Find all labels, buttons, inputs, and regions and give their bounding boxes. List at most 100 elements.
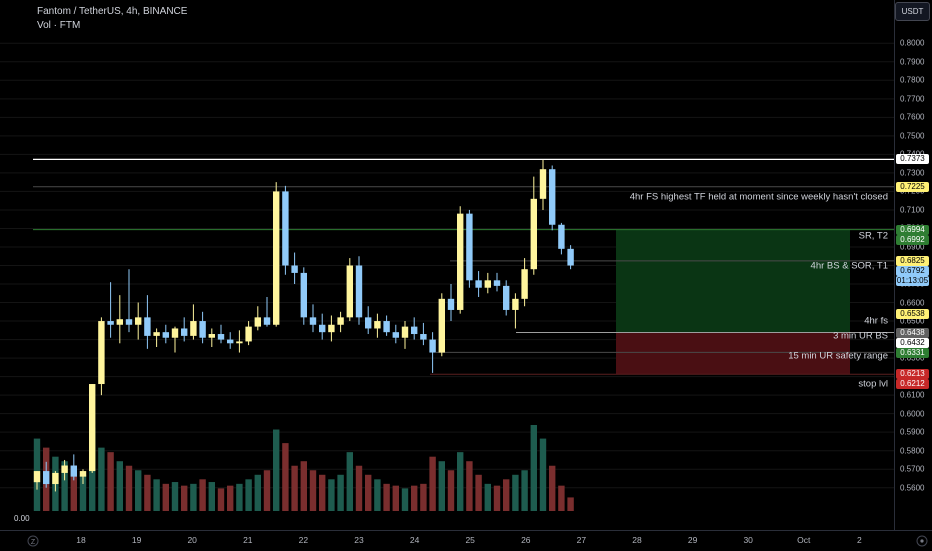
candle-body	[263, 317, 271, 325]
time-label: 29	[687, 535, 698, 545]
price-scale[interactable]: 0.80000.79000.78000.77000.76000.75000.74…	[894, 0, 932, 530]
volume-bar	[337, 474, 344, 511]
countdown-tag: 01:13:05	[896, 275, 929, 286]
volume-bar	[457, 452, 464, 511]
volume-bar	[567, 497, 574, 511]
candle-body	[217, 334, 225, 340]
volume-bar	[282, 443, 289, 511]
settings-icon[interactable]: Z	[27, 535, 39, 547]
settings-icon[interactable]	[916, 535, 928, 547]
candle-body	[107, 321, 114, 325]
price-tag: 0.6331	[896, 347, 929, 358]
candle-body	[181, 328, 188, 336]
time-label: 20	[187, 535, 197, 545]
candle-body	[411, 326, 418, 335]
price-tick-label: 0.7300	[900, 168, 925, 178]
price-tag: 0.6992	[896, 234, 929, 245]
time-label: 23	[354, 535, 364, 545]
candle-body	[227, 339, 234, 344]
price-tick-label: 0.7500	[900, 131, 925, 141]
volume-bar	[374, 479, 381, 511]
time-label: 27	[576, 535, 587, 545]
candle-body	[61, 465, 68, 473]
chart-area[interactable]: Fantom / TetherUS, 4h, BINANCE Vol · FTM…	[0, 0, 894, 530]
volume-bar	[521, 470, 528, 511]
candle-body	[98, 321, 105, 385]
candle-body	[328, 324, 335, 333]
candle-body	[429, 339, 436, 353]
candle-body	[447, 298, 455, 310]
chart-canvas[interactable]	[0, 0, 894, 530]
price-tick-label: 0.6100	[900, 390, 925, 400]
price-tick-label: 0.5800	[900, 446, 925, 456]
volume-bar	[190, 483, 197, 511]
volume-bar	[153, 479, 160, 511]
volume-bar	[227, 485, 234, 511]
volume-bar	[512, 474, 519, 511]
volume-bar	[144, 474, 151, 511]
volume-bar	[539, 438, 547, 511]
annotation-label: 15 min UR safety range	[788, 350, 888, 362]
price-tick-label: 0.6000	[900, 409, 925, 419]
candle-body	[493, 280, 501, 286]
volume-bar	[493, 485, 501, 511]
candle-body	[355, 265, 363, 318]
symbol-legend[interactable]: Fantom / TetherUS, 4h, BINANCE	[37, 6, 188, 17]
volume-bar	[503, 479, 510, 511]
candle-body	[475, 280, 482, 288]
price-tag: 0.6438	[896, 327, 929, 338]
candle-body	[549, 169, 556, 225]
candle-body	[116, 319, 123, 325]
volume-bar	[254, 474, 261, 511]
price-tag: 0.6538	[896, 309, 929, 320]
time-label: 24	[409, 535, 420, 545]
candle-body	[43, 471, 50, 485]
candle-body	[70, 465, 77, 477]
candle-body	[309, 317, 317, 325]
candle-body	[153, 332, 160, 336]
price-tick-label: 0.5700	[900, 464, 925, 474]
volume-bar	[135, 470, 142, 511]
candle-body	[282, 191, 289, 266]
price-tick-label: 0.5900	[900, 427, 925, 437]
volume-bar	[383, 483, 390, 511]
candle-body	[420, 334, 427, 340]
candle-body	[190, 321, 197, 336]
candle-body	[539, 169, 547, 199]
time-label: 2	[857, 535, 862, 545]
candle-body	[144, 317, 151, 336]
volume-bar	[420, 483, 427, 511]
annotation-label: 4hr FS highest TF held at moment since w…	[629, 191, 888, 203]
candle-body	[558, 224, 565, 249]
volume-bar	[125, 465, 133, 511]
volume-bar	[236, 483, 243, 511]
price-tag: 0.6432	[896, 337, 929, 348]
price-tag: 0.6212	[896, 379, 929, 390]
candle-body	[79, 471, 87, 477]
candle-body	[300, 272, 307, 318]
annotation-label: 4hr fs	[864, 315, 888, 327]
candle-body	[208, 334, 215, 338]
volume-bar	[208, 482, 215, 511]
price-tick-label: 0.6500	[900, 316, 925, 326]
price-tag: 0.7225	[896, 181, 929, 192]
candle-body	[52, 472, 59, 485]
candle-body	[438, 298, 445, 353]
price-tick-label: 0.7600	[900, 112, 925, 122]
time-label: Oct	[797, 535, 811, 545]
candle-body	[346, 265, 353, 318]
candle-body	[365, 317, 372, 329]
volume-legend[interactable]: Vol · FTM	[37, 20, 81, 31]
price-tag: 0.6213	[896, 369, 929, 380]
candle-body	[374, 321, 381, 329]
volume-bar	[447, 470, 455, 511]
candle-body	[530, 198, 537, 270]
currency-button[interactable]: USDT	[895, 2, 930, 21]
volume-bar	[171, 482, 179, 511]
time-axis[interactable]: Z 18 19 20 21 22 23 24 25 26 27 28 29 30 Oct 2	[0, 530, 932, 551]
candle-body	[33, 471, 41, 483]
candle-body	[401, 326, 409, 338]
price-tag: 0.6825	[896, 255, 929, 266]
candle-body	[291, 265, 298, 273]
candle-body	[236, 341, 243, 344]
